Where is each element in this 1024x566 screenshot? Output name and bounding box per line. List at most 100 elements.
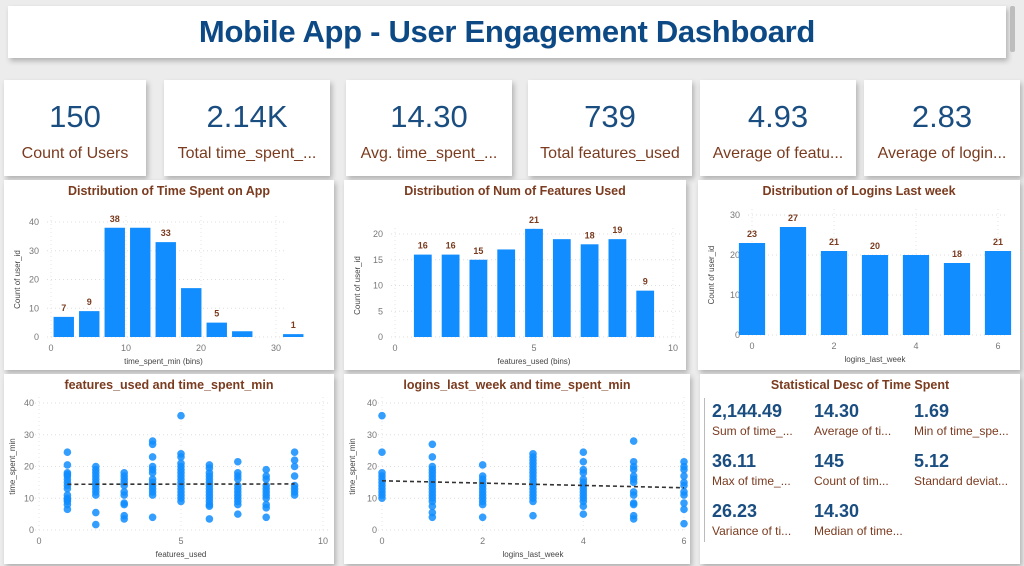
scatter-point [428, 502, 437, 510]
kpi-value: 150 [49, 99, 101, 134]
y-axis-label: Count of user_id [353, 256, 362, 315]
scatter-point [629, 437, 638, 445]
x-tick-label: 5 [531, 343, 536, 353]
bar [283, 334, 304, 337]
y-tick-label: 15 [373, 255, 383, 265]
scatter-point [148, 469, 157, 477]
kpi-label: Average of login... [877, 145, 1007, 162]
data-label: 16 [446, 241, 456, 251]
dashboard-title: Mobile App - User Engagement Dashboard [198, 14, 816, 49]
bar [552, 239, 571, 337]
y-tick-label: 5 [378, 306, 383, 316]
chart-svg: 0 10 20 30 40 0 2 4 6 logins_last_week time_spent_… [348, 397, 688, 559]
scatter-point [290, 472, 299, 480]
kpi-label: Avg. time_spent_... [360, 145, 498, 162]
y-tick-label: 0 [378, 332, 383, 342]
kpi-card-count-users[interactable]: 150 Count of Users [4, 80, 146, 176]
divider [704, 398, 705, 542]
x-tick-label: 0 [379, 536, 384, 546]
x-tick-label: 10 [318, 536, 328, 546]
x-tick-label: 0 [749, 341, 754, 351]
bar [206, 322, 227, 337]
bar [53, 316, 74, 337]
kpi-card-total-features[interactable]: 739 Total features_used [528, 80, 692, 176]
chart-logins-distribution[interactable]: Distribution of Logins Last week 0 10 20 30… [698, 180, 1020, 370]
bar [525, 228, 543, 337]
scatter-point [177, 453, 185, 461]
y-tick-label: 0 [34, 332, 39, 342]
data-label: 18 [952, 249, 962, 259]
scatter-point [63, 505, 72, 514]
kpi-card-avg-time[interactable]: 14.30 Avg. time_spent_... [346, 80, 512, 176]
scatter-point [428, 513, 437, 522]
data-label: 7 [61, 303, 66, 313]
scatter-point [148, 440, 157, 449]
scatter-point [378, 494, 386, 503]
data-label: 23 [747, 229, 757, 239]
stat-sum: 2,144.49 Sum of time_... [712, 401, 793, 438]
x-tick-label: 10 [668, 343, 678, 353]
x-tick-label: 20 [196, 343, 206, 353]
y-tick-label: 10 [29, 303, 39, 313]
scatter-point [148, 513, 157, 522]
y-tick-label: 0 [735, 330, 740, 340]
scatter-point [629, 465, 638, 474]
scatter-point [120, 499, 128, 507]
bar [608, 239, 627, 337]
scatter-point [680, 481, 688, 490]
x-axis-label: logins_last_week [503, 550, 565, 559]
y-axis-label: time_spent_min [348, 438, 357, 494]
scatter-point [148, 453, 157, 461]
scatter-point [428, 453, 437, 461]
bar [943, 263, 971, 335]
kpi-card-total-time[interactable]: 2.14K Total time_spent_... [164, 80, 330, 176]
y-tick-label: 10 [24, 493, 34, 503]
bar [984, 251, 1012, 335]
scatter-point [63, 448, 72, 457]
bar [902, 255, 930, 335]
stat-std-dev: 5.12 Standard deviat... [914, 451, 1009, 488]
chart-time-spent-distribution[interactable]: Distribution of Time Spent on App 0 10 20 3… [4, 180, 334, 370]
data-label: 27 [788, 213, 798, 223]
scrollbar[interactable] [1010, 6, 1015, 52]
scatter-point [177, 411, 185, 420]
stats-card: Statistical Desc of Time Spent 2,144.49 S… [700, 374, 1020, 564]
chart-logins-vs-time-scatter[interactable]: logins_last_week and time_spent_min 0 10 2… [344, 374, 690, 564]
scatter-point [680, 499, 688, 507]
scatter-point [680, 465, 688, 474]
kpi-card-avg-logins[interactable]: 2.83 Average of login... [864, 80, 1020, 176]
scatter-point [529, 497, 537, 506]
chart-features-distribution[interactable]: Distribution of Num of Features Used 0 5 1… [344, 180, 686, 370]
y-tick-label: 0 [372, 525, 377, 535]
scatter-point [579, 457, 588, 466]
y-axis-label: Count of user_id [13, 250, 22, 309]
scatter-point [262, 494, 271, 503]
y-tick-label: 30 [367, 430, 377, 440]
scatter-point [378, 411, 386, 420]
kpi-card-avg-features[interactable]: 4.93 Average of featu... [700, 80, 856, 176]
kpi-label: Count of Users [21, 145, 129, 162]
y-tick-label: 40 [29, 217, 39, 227]
scatter-point [378, 448, 386, 457]
scatter-point [262, 465, 271, 474]
data-label: 19 [612, 225, 622, 235]
chart-title: Distribution of Logins Last week [762, 184, 956, 198]
scatter-point [234, 500, 242, 509]
scatter-point [478, 461, 487, 469]
scatter-point [290, 448, 299, 457]
data-label: 20 [870, 241, 880, 251]
x-axis-label: time_spent_min (bins) [124, 357, 203, 366]
bar [820, 251, 848, 335]
scatter-point [262, 513, 271, 522]
scatter-point [92, 491, 100, 499]
data-label: 21 [829, 237, 839, 247]
chart-features-vs-time-scatter[interactable]: features_used and time_spent_min 0 10 20 30… [4, 374, 334, 564]
chart-title: features_used and time_spent_min [64, 378, 274, 392]
x-tick-label: 6 [681, 536, 686, 546]
x-axis-label: features_used [156, 550, 207, 559]
scatter-point [148, 491, 157, 499]
bar [104, 227, 125, 337]
y-tick-label: 30 [730, 210, 740, 220]
kpi-label: Total features_used [540, 145, 680, 162]
kpi-value: 14.30 [390, 99, 468, 134]
